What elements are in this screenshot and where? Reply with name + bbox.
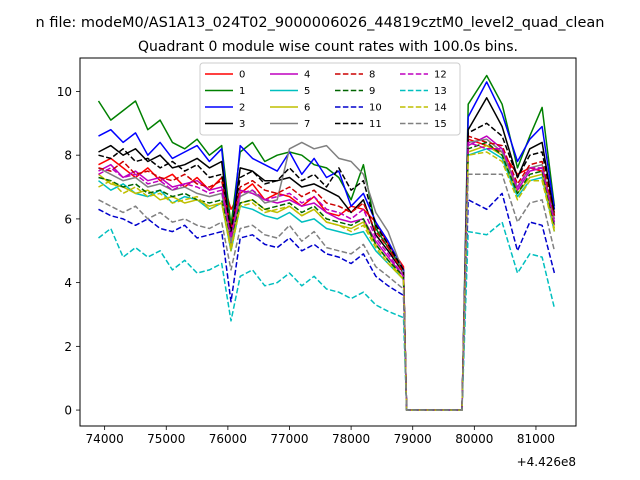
y-axis: 0 2 4 6 8 10 xyxy=(57,85,80,418)
x-tick-label: 74000 xyxy=(86,432,124,446)
figure-suptitle: n file: modeM0/AS1A13_024T02_9000006026_… xyxy=(36,15,605,31)
x-tick-label: 75000 xyxy=(147,432,185,446)
legend-label-9: 9 xyxy=(369,86,375,97)
legend-box xyxy=(199,62,461,136)
series-line-8 xyxy=(98,135,556,411)
legend-label-2: 2 xyxy=(239,103,245,114)
legend-label-0: 0 xyxy=(239,70,245,81)
x-tick-label: 79000 xyxy=(394,432,432,446)
series-line-14 xyxy=(98,151,556,411)
x-tick-label: 77000 xyxy=(270,432,308,446)
y-tick-label: 4 xyxy=(64,276,72,290)
x-tick-label: 80000 xyxy=(455,432,493,446)
y-tick-label: 6 xyxy=(64,212,72,226)
x-tick-label: 81000 xyxy=(517,432,555,446)
series-line-15 xyxy=(98,173,556,411)
series-line-5 xyxy=(98,148,556,411)
y-tick-label: 2 xyxy=(64,340,72,354)
series-line-6 xyxy=(98,144,556,411)
x-axis-offset-label: +4.426e8 xyxy=(517,455,576,469)
series-line-4 xyxy=(98,135,556,411)
legend-label-14: 14 xyxy=(434,103,447,114)
series-line-2 xyxy=(98,81,556,411)
series-line-7 xyxy=(98,138,556,411)
series-line-10 xyxy=(98,192,556,411)
legend-label-6: 6 xyxy=(304,103,310,114)
series-line-12 xyxy=(98,141,556,411)
plot-lines xyxy=(97,74,556,411)
legend-label-1: 1 xyxy=(239,86,245,97)
legend-label-12: 12 xyxy=(434,70,447,81)
legend-label-3: 3 xyxy=(239,119,245,130)
series-line-13 xyxy=(98,221,556,411)
chart-title: Quadrant 0 module wise count rates with … xyxy=(138,39,518,55)
y-tick-label: 10 xyxy=(57,85,72,99)
y-tick-label: 0 xyxy=(64,404,72,418)
series-line-11 xyxy=(98,122,556,411)
series-line-1 xyxy=(97,74,556,411)
legend-label-8: 8 xyxy=(369,70,375,81)
x-tick-label: 78000 xyxy=(332,432,370,446)
legend-label-10: 10 xyxy=(369,103,382,114)
legend-label-11: 11 xyxy=(369,119,382,130)
axes-frame xyxy=(79,57,577,427)
y-tick-label: 8 xyxy=(64,149,72,163)
legend-label-7: 7 xyxy=(304,119,310,130)
series-line-9 xyxy=(98,141,556,411)
legend-label-5: 5 xyxy=(304,86,310,97)
x-tick-label: 76000 xyxy=(209,432,247,446)
legend-label-4: 4 xyxy=(304,70,310,81)
legend-label-13: 13 xyxy=(434,86,447,97)
legend-label-15: 15 xyxy=(434,119,447,130)
x-axis: 74000 75000 76000 77000 78000 79000 80000 81000 xyxy=(86,426,555,446)
